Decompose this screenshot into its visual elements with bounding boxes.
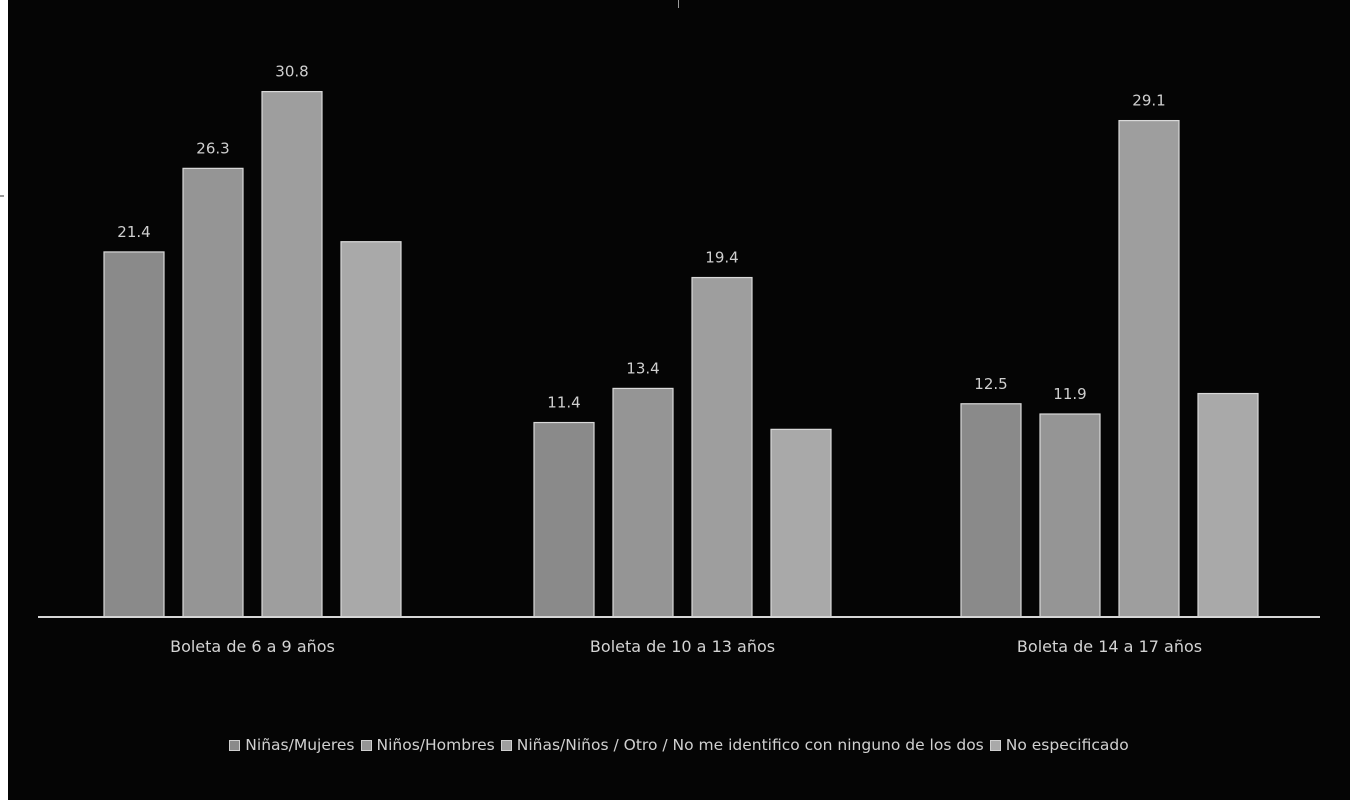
scan-mark-left bbox=[0, 195, 4, 197]
bar-chart: 21.4 26.3 30.8 Boleta de 6 a 9 años 11.4 13.4… bbox=[38, 63, 1320, 656]
chart-frame: 21.4 26.3 30.8 Boleta de 6 a 9 años 11.4 13.4… bbox=[8, 0, 1350, 800]
data-label: 13.4 bbox=[626, 359, 659, 377]
legend-label: No especificado bbox=[1005, 736, 1129, 754]
data-label: 12.5 bbox=[974, 375, 1007, 393]
category-label: Boleta de 14 a 17 años bbox=[1017, 637, 1202, 656]
legend-item-1: Niñas/Mujeres bbox=[229, 736, 355, 754]
bar-1-group-2 bbox=[533, 421, 595, 618]
legend-item-4: No especificado bbox=[989, 736, 1129, 754]
bar-3-group-2 bbox=[691, 276, 753, 618]
data-label: 11.4 bbox=[547, 394, 580, 412]
bar-4-group-2 bbox=[770, 428, 832, 618]
legend-swatch bbox=[500, 739, 512, 751]
scan-mark-top bbox=[678, 0, 679, 8]
bar-3-group-1 bbox=[261, 90, 323, 618]
bar-2-group-1 bbox=[182, 167, 244, 618]
data-label: 21.4 bbox=[117, 223, 150, 241]
bar-4-group-1 bbox=[340, 241, 402, 618]
legend-item-3: Niñas/Niños / Otro / No me identifico co… bbox=[500, 736, 984, 754]
bar-2-group-2 bbox=[612, 387, 674, 618]
legend-label: Niños/Hombres bbox=[376, 736, 495, 754]
category-label: Boleta de 6 a 9 años bbox=[170, 637, 335, 656]
legend-swatch bbox=[989, 739, 1001, 751]
data-label: 26.3 bbox=[196, 139, 229, 157]
data-label: 29.1 bbox=[1132, 92, 1165, 110]
legend-swatch bbox=[229, 739, 241, 751]
legend: Niñas/Mujeres Niños/Hombres Niñas/Niños / … bbox=[8, 736, 1350, 755]
data-label: 30.8 bbox=[275, 63, 308, 81]
legend-item-2: Niños/Hombres bbox=[360, 736, 495, 754]
legend-label: Niñas/Mujeres bbox=[245, 736, 355, 754]
legend-swatch bbox=[360, 739, 372, 751]
bar-4-group-3 bbox=[1197, 392, 1259, 618]
bar-2-group-3 bbox=[1039, 413, 1101, 618]
data-label: 11.9 bbox=[1053, 385, 1086, 403]
category-label: Boleta de 10 a 13 años bbox=[590, 637, 775, 656]
data-label: 19.4 bbox=[705, 249, 738, 267]
bar-1-group-3 bbox=[960, 403, 1022, 618]
bar-3-group-3 bbox=[1118, 119, 1180, 618]
legend-label: Niñas/Niños / Otro / No me identifico co… bbox=[516, 736, 984, 754]
bar-1-group-1 bbox=[103, 251, 165, 618]
